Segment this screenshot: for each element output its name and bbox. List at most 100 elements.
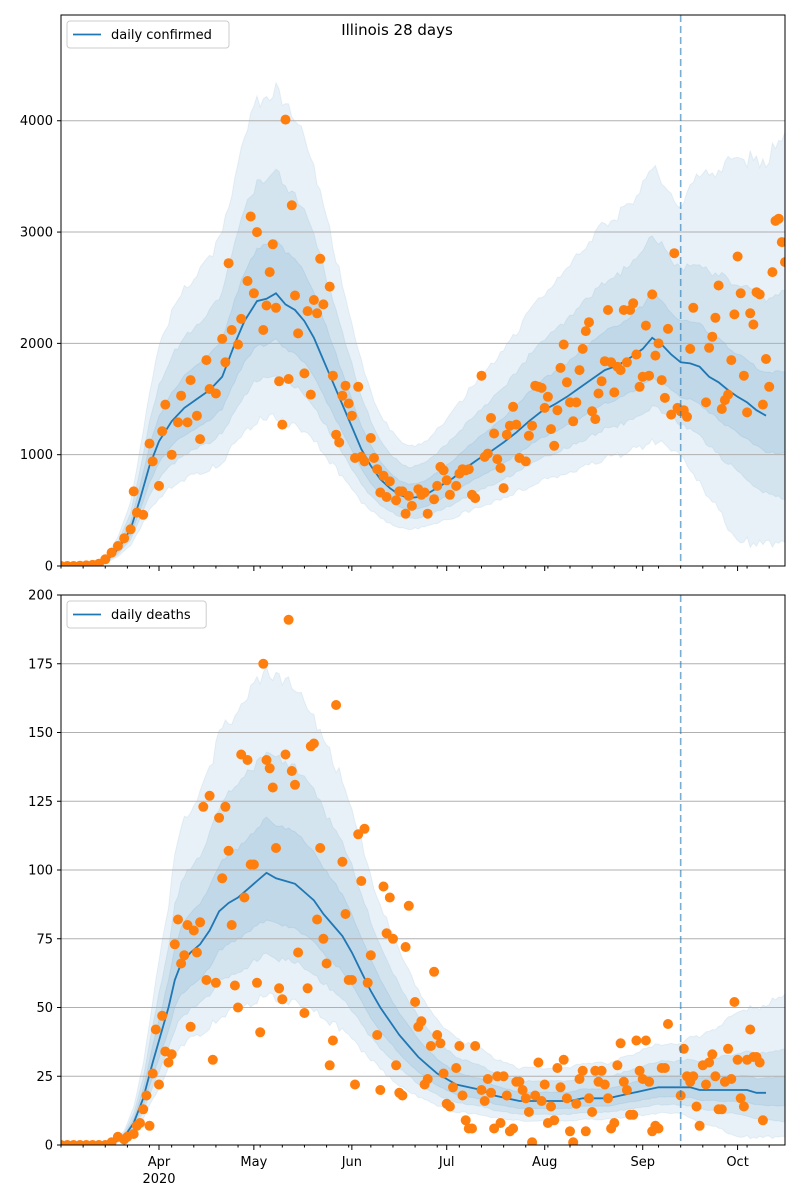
data-point (195, 917, 206, 928)
data-point (403, 490, 414, 501)
data-point (729, 997, 740, 1007)
data-point (283, 614, 294, 625)
data-point (523, 1107, 534, 1117)
data-point (640, 1035, 651, 1046)
data-point (419, 487, 430, 498)
data-point (429, 494, 440, 505)
data-point (716, 1104, 727, 1115)
data-point (634, 1065, 645, 1076)
data-point (169, 939, 180, 950)
data-point (574, 365, 585, 376)
legend: daily deaths (66, 600, 207, 629)
data-point (584, 317, 594, 328)
x-tick-year-label: 2020 (142, 1172, 175, 1187)
data-point (346, 410, 357, 421)
data-point (511, 419, 522, 430)
data-point (561, 377, 572, 388)
data-point (621, 357, 632, 368)
data-point (644, 370, 655, 381)
data-point (761, 354, 771, 364)
data-point (653, 338, 664, 349)
data-point (479, 1096, 490, 1106)
data-point (663, 1019, 673, 1029)
x-tick-label: May (240, 1155, 267, 1170)
data-point (603, 1093, 613, 1104)
data-point (549, 440, 560, 451)
y-tick-label: 75 (36, 932, 53, 947)
data-point (517, 1085, 528, 1095)
data-point (628, 298, 639, 309)
data-point (331, 700, 342, 710)
data-point (688, 1071, 699, 1082)
data-point (533, 1057, 544, 1068)
data-point (587, 406, 598, 417)
data-point (536, 382, 547, 393)
data-point (271, 302, 281, 313)
data-point (688, 302, 699, 313)
data-point (438, 1068, 449, 1079)
data-point (229, 980, 240, 991)
data-point (603, 305, 613, 315)
legend-box (66, 20, 230, 49)
x-tick-label: Apr (148, 1155, 171, 1170)
data-point (561, 1093, 572, 1104)
data-point (191, 947, 202, 958)
data-point (429, 966, 440, 977)
data-point (546, 424, 556, 435)
data-point (634, 381, 645, 392)
data-point (738, 370, 749, 381)
data-point (397, 1090, 408, 1101)
data-point (463, 464, 474, 475)
y-tick-label: 1000 (20, 448, 53, 463)
data-point (735, 288, 746, 299)
data-point (324, 1060, 335, 1071)
data-point (410, 997, 421, 1007)
data-point (745, 308, 756, 319)
data-point (476, 1085, 487, 1095)
data-point (191, 410, 202, 421)
plot-area (61, 15, 785, 566)
data-point (147, 456, 158, 467)
data-point (451, 480, 462, 491)
data-point (621, 1085, 632, 1095)
data-point (198, 801, 209, 812)
data-point (710, 312, 721, 323)
data-point (154, 1079, 164, 1090)
x-tick-label: Jun (341, 1155, 362, 1170)
data-point (173, 417, 183, 428)
data-point (119, 533, 130, 544)
data-point (400, 942, 411, 952)
data-point (425, 1041, 436, 1051)
data-point (628, 1109, 639, 1120)
data-point (644, 1076, 655, 1087)
data-point (460, 1115, 471, 1126)
data-point (726, 1074, 737, 1084)
data-point (299, 1008, 310, 1018)
data-point (144, 1120, 155, 1131)
data-point (391, 495, 402, 506)
data-point (587, 1107, 598, 1117)
data-point (454, 1041, 465, 1051)
data-point (267, 782, 278, 793)
data-point (223, 258, 234, 269)
data-point (271, 843, 281, 853)
data-point (388, 933, 398, 944)
data-point (138, 509, 149, 520)
data-point (552, 405, 563, 416)
data-point (780, 257, 785, 268)
data-point (732, 251, 743, 262)
data-point (201, 355, 212, 366)
data-point (403, 900, 414, 911)
data-point (290, 779, 300, 790)
data-point (245, 211, 256, 222)
data-point (486, 1087, 496, 1098)
data-point (691, 1101, 702, 1112)
data-point (308, 295, 319, 305)
data-point (252, 977, 262, 988)
data-point (210, 977, 221, 988)
data-point (242, 276, 253, 286)
data-point (723, 389, 734, 400)
data-point (701, 397, 711, 408)
y-tick-label: 3000 (20, 226, 53, 241)
data-point (495, 463, 506, 473)
